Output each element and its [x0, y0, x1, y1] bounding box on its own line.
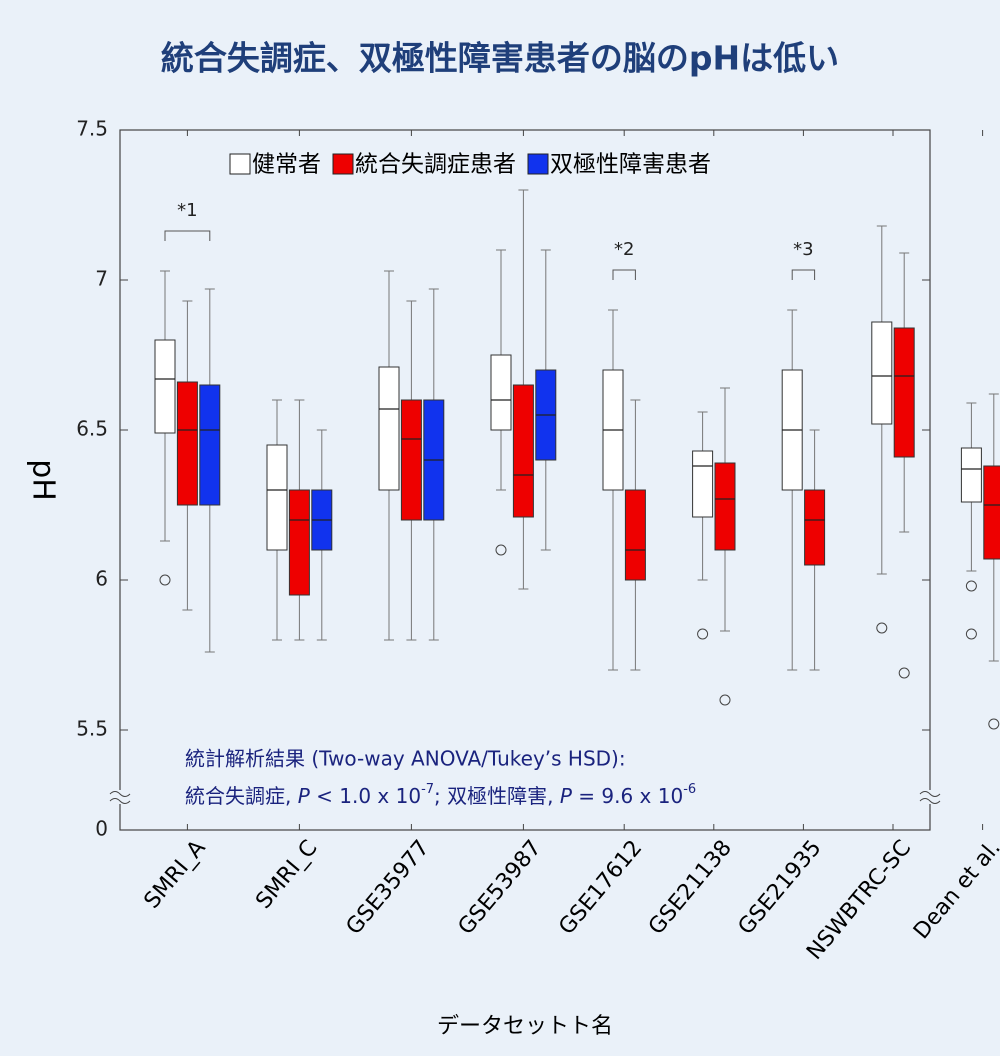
outlier — [988, 718, 1000, 730]
legend-swatch — [229, 153, 251, 175]
y-tick-label: 6.5 — [76, 417, 108, 441]
legend-swatch — [332, 153, 354, 175]
box — [692, 450, 714, 518]
legend-label: 統合失調症患者 — [355, 152, 516, 178]
box — [378, 366, 400, 491]
significance-label: *2 — [614, 239, 634, 260]
box — [512, 384, 534, 518]
axis-break — [919, 791, 941, 804]
legend-label: 双極性障害患者 — [550, 152, 711, 178]
outlier — [697, 628, 709, 640]
axis-break-gap — [110, 790, 130, 804]
box — [176, 381, 198, 506]
box — [714, 462, 736, 551]
stats-note-part: -7 — [421, 782, 434, 797]
y-tick-label: 5.5 — [76, 717, 108, 741]
x-axis-label: データセットト名 — [437, 1014, 613, 1039]
significance-label: *3 — [793, 239, 813, 260]
box — [624, 489, 646, 581]
box — [893, 327, 915, 458]
outlier — [965, 580, 977, 592]
stats-note: 統計解析結果 (Two-way ANOVA/Tukey’s HSD): — [185, 747, 626, 771]
significance-label: *1 — [177, 200, 197, 221]
box — [983, 465, 1000, 560]
significance-bracket — [164, 230, 211, 241]
stats-note-part: -6 — [683, 782, 696, 797]
significance-bracket — [612, 269, 636, 280]
box — [871, 321, 893, 425]
legend-label: 健常者 — [252, 152, 321, 178]
axis-break-gap — [920, 790, 940, 804]
stats-note-part: ; 双極性障害, — [434, 784, 560, 808]
box — [804, 489, 826, 566]
chart-title: 統合失調症、双極性障害患者の脳のpHは低い — [161, 39, 839, 78]
outlier — [719, 694, 731, 706]
legend: 健常者 統合失調症患者 双極性障害患者 — [229, 152, 711, 178]
y-tick-label: 6 — [95, 567, 108, 591]
box — [266, 444, 288, 551]
outlier — [876, 622, 888, 634]
y-tick-label: 0 — [95, 817, 108, 841]
box — [288, 489, 310, 596]
axis-break — [109, 791, 131, 804]
outlier — [495, 544, 507, 556]
stats-note-part: < 1.0 x 10 — [310, 784, 421, 808]
stats-note-part: P — [560, 784, 573, 808]
legend-swatch — [527, 153, 549, 175]
significance-bracket — [791, 269, 816, 280]
box — [400, 399, 422, 521]
box — [490, 354, 512, 431]
outlier — [965, 628, 977, 640]
outlier — [898, 667, 910, 679]
box — [154, 339, 176, 434]
box — [199, 384, 221, 506]
y-tick-label: 7 — [95, 267, 108, 291]
stats-note: 統合失調症, P < 1.0 x 10-7; 双極性障害, P = 9.6 x … — [185, 782, 696, 808]
stats-note-part: = 9.6 x 10 — [572, 784, 683, 808]
plot-frame — [119, 129, 931, 831]
stats-note-part: 統合失調症, — [185, 784, 298, 808]
stats-note-part: P — [298, 784, 311, 808]
outlier — [159, 574, 171, 586]
box — [960, 447, 982, 503]
y-axis-label: pH — [26, 459, 61, 501]
y-tick-label: 7.5 — [76, 117, 108, 141]
